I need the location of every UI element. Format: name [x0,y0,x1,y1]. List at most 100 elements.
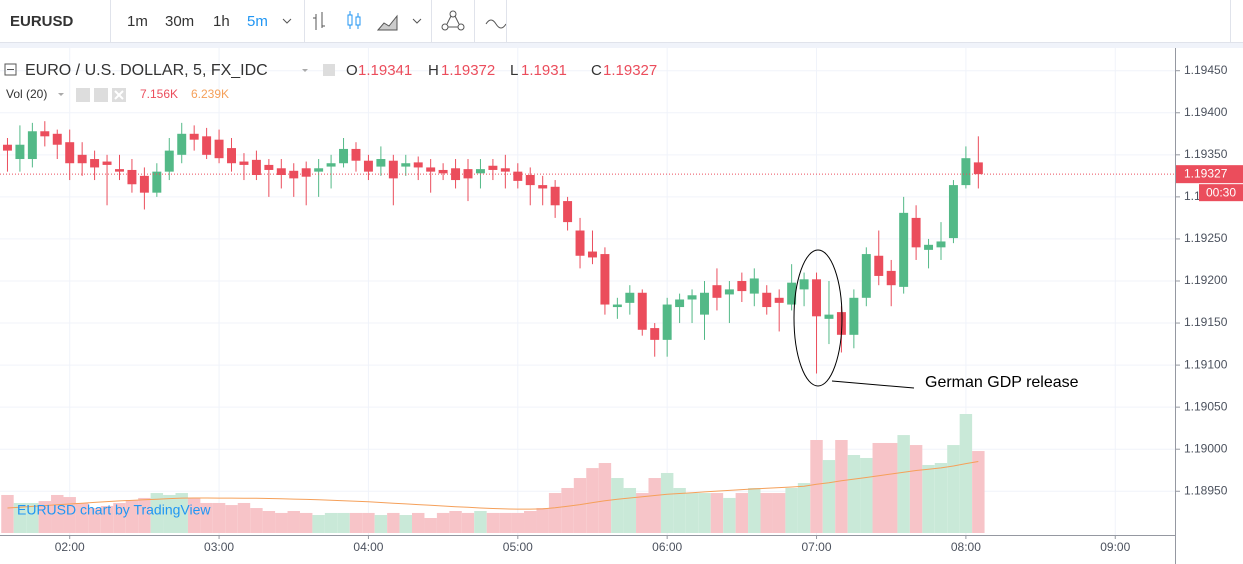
volume-bar [884,442,898,533]
volume-bar [312,515,325,533]
candle-body [289,170,299,179]
close-icon-cross [114,90,124,100]
candle-body [799,279,809,290]
candle-body [749,278,759,294]
interval[interactable]: 1m [127,13,148,30]
ohlc-letter: O [346,62,358,79]
candle-body [762,292,772,308]
candle-body [475,169,485,174]
volume-pane [1,414,985,533]
collapse-icon[interactable] [4,63,17,76]
volume-bar [511,512,525,533]
volume-bar [237,502,251,533]
candle-body [650,328,660,340]
settings-icon[interactable] [94,88,108,102]
candle-body [911,217,921,248]
volume-bar [660,472,674,533]
dropdown-icon[interactable] [282,18,292,24]
annotation-ellipse [793,249,843,387]
toolbar-gap [0,43,1243,48]
volume-bar [349,512,363,533]
candle-body [774,297,784,303]
candle-body [401,163,411,167]
dropdown-icon[interactable] [302,69,308,72]
candle-body [948,185,958,239]
volume-bar [262,511,276,533]
candle-body [251,159,261,176]
x-tick-label: 05:00 [503,540,533,554]
volume-bar [1,494,14,533]
candle-body [550,186,560,206]
volume-bar [250,508,263,533]
volume-bar [710,493,724,533]
candle-body [973,162,983,175]
candle-body [662,304,672,340]
candle-body [924,244,934,250]
symbol[interactable]: EURUSD [10,13,74,30]
candle-body [637,292,647,330]
volume-bar [735,493,749,533]
volume-bar [449,511,462,533]
x-tick-label: 04:00 [353,540,383,554]
candle-body [139,175,149,193]
volume-bar [959,414,973,533]
volume-bar [972,451,985,533]
candle-body [488,165,498,170]
y-tick-label: 1.19050 [1184,399,1228,413]
x-tick-label: 09:00 [1100,540,1130,554]
volume-bar [138,497,151,533]
chart-title: EURO / U.S. DOLLAR, 5, FX_IDC [25,62,268,79]
volume-bar [436,512,450,533]
volume-bar [598,463,612,533]
volume-bar [63,497,76,533]
volume-title: Vol (20) [6,87,47,101]
ohlc-letter: C [591,62,602,79]
y-tick-label: 1.18950 [1184,483,1228,497]
candle-body [612,304,622,308]
x-tick-label: 06:00 [652,540,682,554]
candle-body [164,150,174,172]
settings-icon[interactable] [323,64,335,76]
interval[interactable]: 30m [165,13,194,30]
candle-style-icon[interactable] [347,11,361,29]
candle-body [500,168,510,172]
compare-icon[interactable] [485,19,507,29]
volume-bar [362,512,375,533]
volume-bar [13,502,27,533]
candle-body [899,212,909,287]
interval[interactable]: 1h [213,13,230,30]
volume-bar [909,445,923,533]
indicators-icon[interactable] [441,10,465,31]
volume-bar [785,487,798,533]
y-tick-label: 1.19150 [1184,315,1228,329]
eye-icon[interactable] [76,88,90,102]
watermark[interactable]: EURUSD chart by TradingView [17,502,211,518]
volume-bar [760,493,773,533]
y-tick-label: 1.19400 [1184,105,1228,119]
bar-style-icon[interactable] [313,12,325,30]
dropdown-icon[interactable] [58,93,64,96]
candle-body [824,314,834,319]
volume-bar [573,478,587,533]
area-style-icon[interactable] [376,14,398,31]
volume-bar [835,439,848,533]
price-badge [1176,165,1243,184]
volume-bar [337,512,350,533]
candle-body [177,133,187,155]
dropdown-icon[interactable] [412,18,422,24]
volume-bar [772,493,786,533]
volume-bar [872,442,885,533]
candle-body [787,282,797,305]
volume-bar [723,497,736,533]
volume-ma-line [7,461,979,510]
volume-bar [548,493,562,533]
ohlc-letter: L [510,62,518,79]
axes: 1.194501.194001.193501.193001.192501.192… [55,63,1243,554]
interval-active[interactable]: 5m [247,13,268,30]
volume-bar [26,502,39,533]
volume-bar [673,487,686,533]
volume-bar [100,505,114,533]
candle-body [239,161,249,165]
candle-body [388,160,398,179]
candle-body [675,299,685,308]
